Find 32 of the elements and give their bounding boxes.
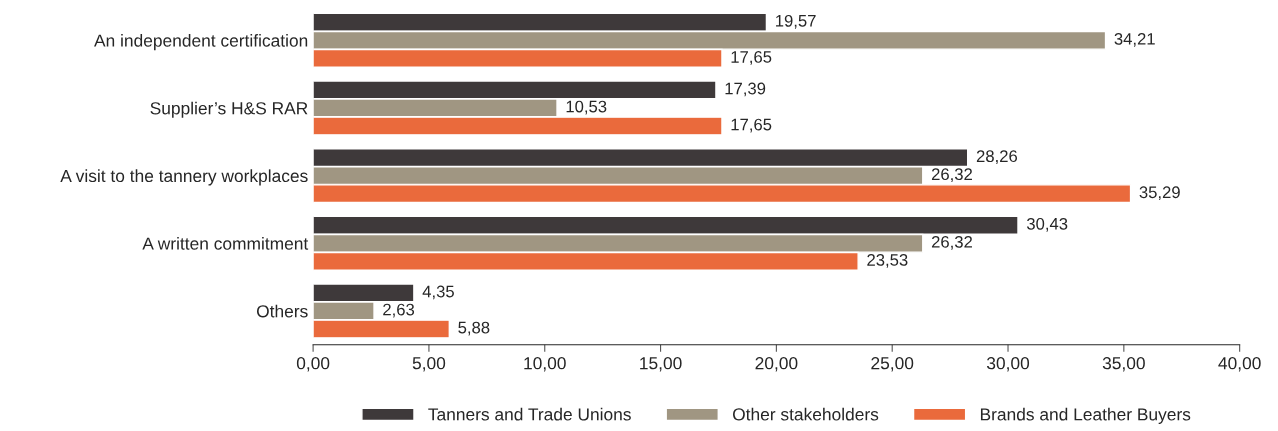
x-tick-label: 0,00 [296,357,330,372]
data-label: 26,32 [931,235,972,250]
y-tick-label: A written commitment [142,237,309,250]
y-tick-label: Supplier’s H&S RAR [150,101,308,118]
data-label: 28,26 [976,150,1018,165]
data-label: 17,65 [731,51,772,65]
data-label: 4,35 [422,285,454,300]
x-tick-label: 25,00 [871,357,914,372]
data-label: 10,53 [566,100,607,115]
x-tick-label: 15,00 [640,357,682,372]
data-label: 35,29 [1139,186,1180,201]
data-label: 23,53 [867,254,908,268]
x-tick-label: 35,00 [1102,357,1145,372]
data-label: 19,57 [776,14,816,29]
x-tick-label: 40,00 [1218,357,1261,372]
data-label: 30,43 [1026,217,1068,232]
y-tick-label: Others [256,304,308,318]
y-tick-label: A visit to the tannery workplaces [60,169,308,186]
data-label: 17,65 [731,118,772,133]
data-label: 26,32 [931,168,972,183]
x-tick-label: 5,00 [412,357,446,372]
data-label: 2,63 [383,303,415,318]
x-tick-label: 20,00 [755,357,798,372]
legend-label: Brands and Leather Buyers [980,407,1191,424]
data-label: 5,88 [458,321,490,336]
data-label: 17,39 [725,82,766,97]
x-tick-label: 10,00 [524,357,566,372]
data-label: 34,21 [1114,32,1155,47]
y-tick-label: An independent certification [94,34,308,51]
legend-label: Other stakeholders [732,407,879,421]
legend-label: Tanners and Trade Unions [428,407,631,421]
x-tick-label: 30,00 [986,357,1030,372]
